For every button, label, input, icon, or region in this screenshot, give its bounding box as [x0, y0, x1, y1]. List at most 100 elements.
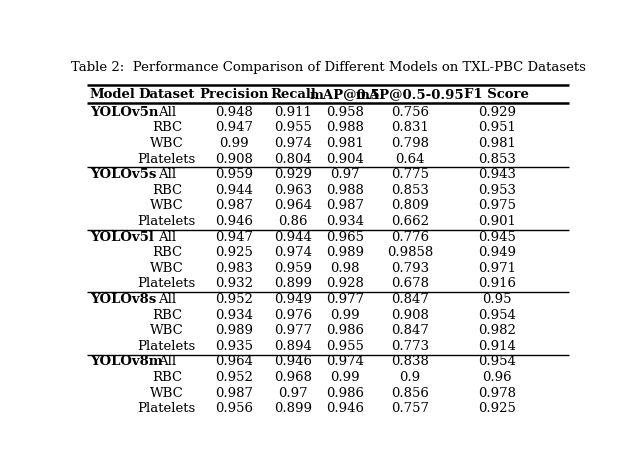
- Text: Platelets: Platelets: [138, 402, 196, 415]
- Text: 0.974: 0.974: [275, 137, 312, 150]
- Text: Precision: Precision: [199, 88, 268, 101]
- Text: 0.856: 0.856: [391, 387, 429, 400]
- Text: Platelets: Platelets: [138, 340, 196, 353]
- Text: Dataset: Dataset: [139, 88, 195, 101]
- Text: 0.901: 0.901: [477, 215, 516, 228]
- Text: 0.847: 0.847: [391, 293, 429, 306]
- Text: All: All: [157, 356, 176, 369]
- Text: 0.963: 0.963: [274, 184, 312, 197]
- Text: 0.894: 0.894: [275, 340, 312, 353]
- Text: 0.934: 0.934: [326, 215, 364, 228]
- Text: 0.899: 0.899: [275, 277, 312, 290]
- Text: 0.934: 0.934: [215, 308, 253, 322]
- Text: 0.929: 0.929: [275, 168, 312, 181]
- Text: 0.911: 0.911: [275, 106, 312, 119]
- Text: 0.908: 0.908: [215, 152, 253, 165]
- Text: 0.929: 0.929: [477, 106, 516, 119]
- Text: 0.958: 0.958: [326, 106, 364, 119]
- Text: Platelets: Platelets: [138, 152, 196, 165]
- Text: 0.678: 0.678: [391, 277, 429, 290]
- Text: 0.9: 0.9: [399, 371, 420, 384]
- Text: WBC: WBC: [150, 324, 184, 337]
- Text: 0.925: 0.925: [477, 402, 516, 415]
- Text: 0.965: 0.965: [326, 231, 364, 244]
- Text: All: All: [157, 231, 176, 244]
- Text: 0.944: 0.944: [275, 231, 312, 244]
- Text: 0.956: 0.956: [215, 402, 253, 415]
- Text: 0.976: 0.976: [274, 308, 312, 322]
- Text: 0.949: 0.949: [275, 293, 312, 306]
- Text: Recall: Recall: [270, 88, 316, 101]
- Text: 0.952: 0.952: [215, 293, 253, 306]
- Text: 0.955: 0.955: [275, 121, 312, 134]
- Text: All: All: [157, 106, 176, 119]
- Text: YOLOv5n: YOLOv5n: [90, 106, 158, 119]
- Text: 0.964: 0.964: [215, 356, 253, 369]
- Text: 0.946: 0.946: [326, 402, 364, 415]
- Text: 0.986: 0.986: [326, 387, 364, 400]
- Text: 0.977: 0.977: [274, 324, 312, 337]
- Text: RBC: RBC: [152, 308, 182, 322]
- Text: 0.914: 0.914: [477, 340, 516, 353]
- Text: 0.982: 0.982: [477, 324, 516, 337]
- Text: 0.97: 0.97: [278, 387, 308, 400]
- Text: RBC: RBC: [152, 121, 182, 134]
- Text: 0.804: 0.804: [275, 152, 312, 165]
- Text: All: All: [157, 168, 176, 181]
- Text: 0.853: 0.853: [477, 152, 516, 165]
- Text: 0.773: 0.773: [391, 340, 429, 353]
- Text: 0.978: 0.978: [477, 387, 516, 400]
- Text: 0.776: 0.776: [391, 231, 429, 244]
- Text: 0.949: 0.949: [477, 246, 516, 259]
- Text: 0.853: 0.853: [391, 184, 429, 197]
- Text: WBC: WBC: [150, 199, 184, 212]
- Text: 0.988: 0.988: [326, 184, 364, 197]
- Text: 0.809: 0.809: [391, 199, 429, 212]
- Text: 0.974: 0.974: [275, 246, 312, 259]
- Text: 0.968: 0.968: [275, 371, 312, 384]
- Text: 0.99: 0.99: [219, 137, 248, 150]
- Text: 0.908: 0.908: [391, 308, 429, 322]
- Text: 0.9858: 0.9858: [387, 246, 433, 259]
- Text: 0.86: 0.86: [278, 215, 308, 228]
- Text: 0.95: 0.95: [482, 293, 511, 306]
- Text: Platelets: Platelets: [138, 277, 196, 290]
- Text: YOLOv8s: YOLOv8s: [90, 293, 156, 306]
- Text: 0.847: 0.847: [391, 324, 429, 337]
- Text: 0.756: 0.756: [391, 106, 429, 119]
- Text: 0.798: 0.798: [391, 137, 429, 150]
- Text: 0.987: 0.987: [215, 199, 253, 212]
- Text: 0.928: 0.928: [326, 277, 364, 290]
- Text: 0.947: 0.947: [215, 231, 253, 244]
- Text: 0.948: 0.948: [215, 106, 253, 119]
- Text: 0.98: 0.98: [331, 262, 360, 275]
- Text: 0.945: 0.945: [477, 231, 516, 244]
- Text: 0.989: 0.989: [326, 246, 364, 259]
- Text: 0.986: 0.986: [326, 324, 364, 337]
- Text: 0.971: 0.971: [477, 262, 516, 275]
- Text: All: All: [157, 293, 176, 306]
- Text: 0.916: 0.916: [477, 277, 516, 290]
- Text: 0.987: 0.987: [326, 199, 364, 212]
- Text: 0.99: 0.99: [330, 371, 360, 384]
- Text: 0.988: 0.988: [326, 121, 364, 134]
- Text: RBC: RBC: [152, 246, 182, 259]
- Text: 0.947: 0.947: [215, 121, 253, 134]
- Text: 0.953: 0.953: [477, 184, 516, 197]
- Text: 0.974: 0.974: [326, 356, 364, 369]
- Text: Model: Model: [90, 88, 136, 101]
- Text: 0.944: 0.944: [215, 184, 253, 197]
- Text: 0.775: 0.775: [391, 168, 429, 181]
- Text: RBC: RBC: [152, 184, 182, 197]
- Text: WBC: WBC: [150, 137, 184, 150]
- Text: 0.925: 0.925: [215, 246, 253, 259]
- Text: 0.955: 0.955: [326, 340, 364, 353]
- Text: 0.97: 0.97: [330, 168, 360, 181]
- Text: 0.899: 0.899: [275, 402, 312, 415]
- Text: 0.975: 0.975: [477, 199, 516, 212]
- Text: 0.959: 0.959: [215, 168, 253, 181]
- Text: Platelets: Platelets: [138, 215, 196, 228]
- Text: YOLOv5l: YOLOv5l: [90, 231, 154, 244]
- Text: 0.951: 0.951: [477, 121, 516, 134]
- Text: 0.793: 0.793: [391, 262, 429, 275]
